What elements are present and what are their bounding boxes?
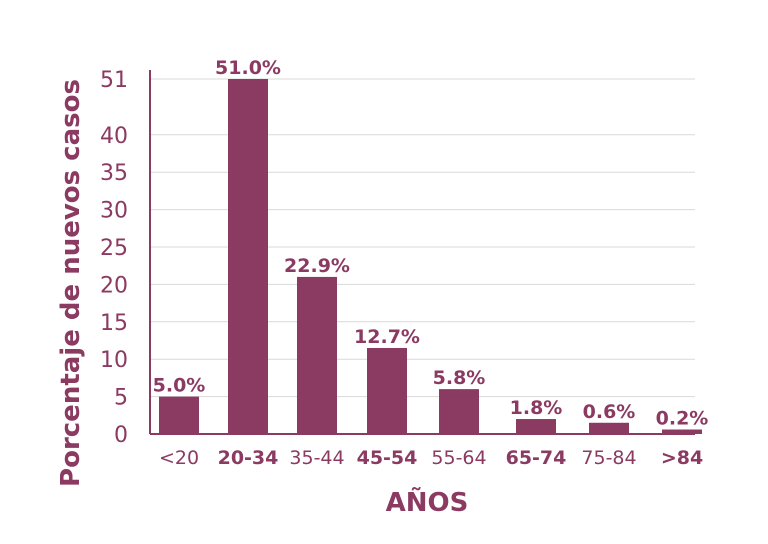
x-tick-label: >84 — [661, 447, 703, 469]
y-tick-label: 30 — [100, 199, 128, 224]
data-label: 51.0% — [215, 57, 281, 79]
y-tick-label: 15 — [100, 311, 128, 336]
y-tick-label: 35 — [100, 161, 128, 186]
data-label: 12.7% — [354, 326, 420, 348]
data-label: 5.0% — [153, 375, 206, 397]
x-tick-label: <20 — [159, 447, 199, 469]
x-tick-label: 45-54 — [357, 447, 418, 469]
bar — [228, 79, 268, 434]
y-tick-label: 10 — [100, 348, 128, 373]
bar — [297, 276, 337, 434]
data-label: 0.6% — [583, 401, 636, 423]
x-tick-label: 20-34 — [218, 447, 279, 469]
y-tick-label: 40 — [100, 124, 128, 149]
y-axis-title: Porcentaje de nuevos casos — [56, 79, 86, 487]
x-tick-label: 35-44 — [289, 447, 344, 469]
y-tick-label: 51 — [100, 68, 128, 93]
data-label: 0.2% — [656, 408, 709, 430]
bar — [516, 419, 556, 434]
x-tick-label: 55-64 — [431, 447, 486, 469]
labels: 0 5 10 15 20 25 30 35 40 51 5.0% <20 51.0% 20-34 22.9%… — [100, 57, 708, 469]
bar — [367, 347, 407, 434]
x-tick-label: 75-84 — [581, 447, 636, 469]
bar — [662, 429, 702, 434]
bar — [439, 389, 479, 434]
y-tick-label: 5 — [114, 386, 128, 411]
y-tick-label: 20 — [100, 273, 128, 298]
data-label: 22.9% — [284, 255, 350, 277]
x-axis-title: AÑOS — [386, 486, 469, 518]
data-label: 5.8% — [433, 367, 486, 389]
bar — [589, 422, 629, 434]
x-tick-label: 65-74 — [506, 447, 567, 469]
y-tick-label: 0 — [114, 423, 128, 448]
bars — [159, 79, 702, 434]
y-tick-label: 25 — [100, 236, 128, 261]
data-label: 1.8% — [510, 397, 563, 419]
axes — [149, 70, 695, 435]
bar — [159, 396, 199, 434]
